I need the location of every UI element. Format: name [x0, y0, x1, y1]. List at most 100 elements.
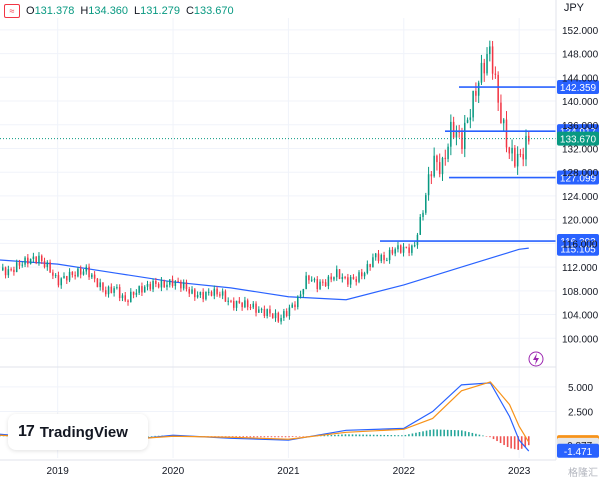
- candle-body: [263, 309, 266, 316]
- level-label: 127.099: [560, 174, 597, 185]
- candle-body: [210, 291, 213, 296]
- candle-body: [455, 131, 458, 138]
- candle-body: [79, 268, 82, 275]
- candle-body: [66, 276, 68, 281]
- x-tick-label: 2022: [393, 466, 416, 477]
- candle-body: [60, 278, 62, 286]
- candle-body: [427, 174, 430, 196]
- histogram-bar: [365, 434, 368, 437]
- candle-body: [191, 289, 193, 294]
- candle-body: [419, 216, 421, 235]
- candle-body: [505, 119, 508, 148]
- histogram-bar: [383, 434, 386, 437]
- candle-body: [469, 117, 472, 120]
- candle-body: [188, 289, 191, 294]
- candle-body: [27, 257, 29, 264]
- candle-body: [216, 288, 218, 295]
- candle-body: [219, 294, 221, 296]
- level-label-bg: [557, 80, 599, 95]
- candle-body: [269, 309, 271, 314]
- candle-body: [333, 277, 335, 280]
- histogram-bar: [489, 436, 491, 438]
- histogram-bar: [376, 434, 378, 437]
- candle-body: [24, 257, 26, 265]
- candle-body: [194, 289, 196, 298]
- candle-body: [82, 271, 85, 275]
- histogram-bar: [334, 434, 336, 437]
- y-tick-label: 144.000: [562, 73, 599, 84]
- candle-body: [274, 312, 277, 319]
- candle-body: [227, 300, 229, 302]
- candle-body: [452, 121, 455, 138]
- tradingview-wordmark: TradingView: [39, 423, 128, 441]
- candle-body: [74, 274, 76, 277]
- candle-body: [46, 262, 49, 268]
- histogram-bar: [274, 436, 276, 438]
- candle-body: [361, 272, 363, 277]
- indicator-tick-label: 5.000: [568, 383, 593, 394]
- candle-body: [174, 281, 177, 286]
- candle-body: [71, 271, 74, 275]
- candle-body: [402, 246, 405, 253]
- candle-body: [511, 147, 513, 154]
- ohlc-legend: ≈ O131.378 H134.360 L131.279 C133.670: [4, 2, 234, 20]
- candle-body: [316, 279, 319, 290]
- currency-unit[interactable]: JPY: [563, 2, 584, 14]
- histogram-bar: [401, 435, 403, 437]
- candle-body: [10, 269, 12, 271]
- axes: 152.000 148.000 144.000 140.000 136.000 132.0…: [47, 26, 599, 477]
- y-tick-label: 140.000: [562, 97, 599, 108]
- candle-body: [43, 261, 46, 268]
- candle-body: [374, 253, 377, 258]
- histogram-bar: [510, 436, 512, 449]
- close-value: 133.670: [193, 5, 234, 17]
- candle-body: [366, 264, 369, 274]
- candle-body: [500, 102, 502, 124]
- watermark: 格隆汇: [568, 468, 598, 479]
- candle-body: [308, 275, 310, 281]
- x-tick-label: 2020: [162, 466, 185, 477]
- y-tick-label: 112.000: [562, 263, 598, 274]
- histogram-bar: [245, 436, 248, 438]
- histogram-bar: [270, 436, 273, 438]
- candle-body: [441, 157, 444, 175]
- histogram-bar: [439, 429, 442, 437]
- candle-body: [408, 247, 410, 253]
- candle-body: [110, 286, 113, 293]
- bolt-icon[interactable]: [528, 351, 544, 367]
- candle-body: [519, 153, 522, 155]
- candle-body: [168, 279, 171, 285]
- candle-body: [13, 269, 15, 273]
- histogram-bar: [422, 431, 424, 437]
- y-tick-label: 136.000: [562, 121, 599, 132]
- candle-body: [96, 278, 99, 288]
- x-tick-label: 2021: [277, 466, 300, 477]
- candle-body: [235, 300, 238, 308]
- candle-body: [185, 282, 188, 290]
- candle-body: [141, 286, 143, 293]
- histogram-bar: [369, 434, 371, 437]
- candle-body: [38, 255, 40, 263]
- candle-body: [294, 304, 296, 308]
- candle-body: [180, 281, 182, 289]
- candle-body: [40, 255, 43, 262]
- histogram-bar: [330, 435, 333, 437]
- histogram-bar: [235, 436, 237, 438]
- histogram-bar: [453, 430, 456, 437]
- histogram-bar: [267, 436, 269, 438]
- candle-body: [246, 300, 249, 308]
- candle-body: [277, 312, 280, 322]
- candle-body: [288, 307, 291, 317]
- candle-body: [143, 286, 146, 293]
- candle-body: [205, 291, 207, 300]
- candle-body: [335, 269, 338, 278]
- histogram-bar: [358, 434, 361, 437]
- x-tick-label: 2019: [47, 466, 70, 477]
- open-value: 131.378: [34, 5, 75, 17]
- candle-body: [116, 287, 118, 289]
- tradingview-logo[interactable]: 17 TradingView: [8, 414, 148, 450]
- y-tick-label: 148.000: [562, 50, 599, 61]
- candle-body: [291, 304, 293, 308]
- candle-body: [196, 295, 199, 298]
